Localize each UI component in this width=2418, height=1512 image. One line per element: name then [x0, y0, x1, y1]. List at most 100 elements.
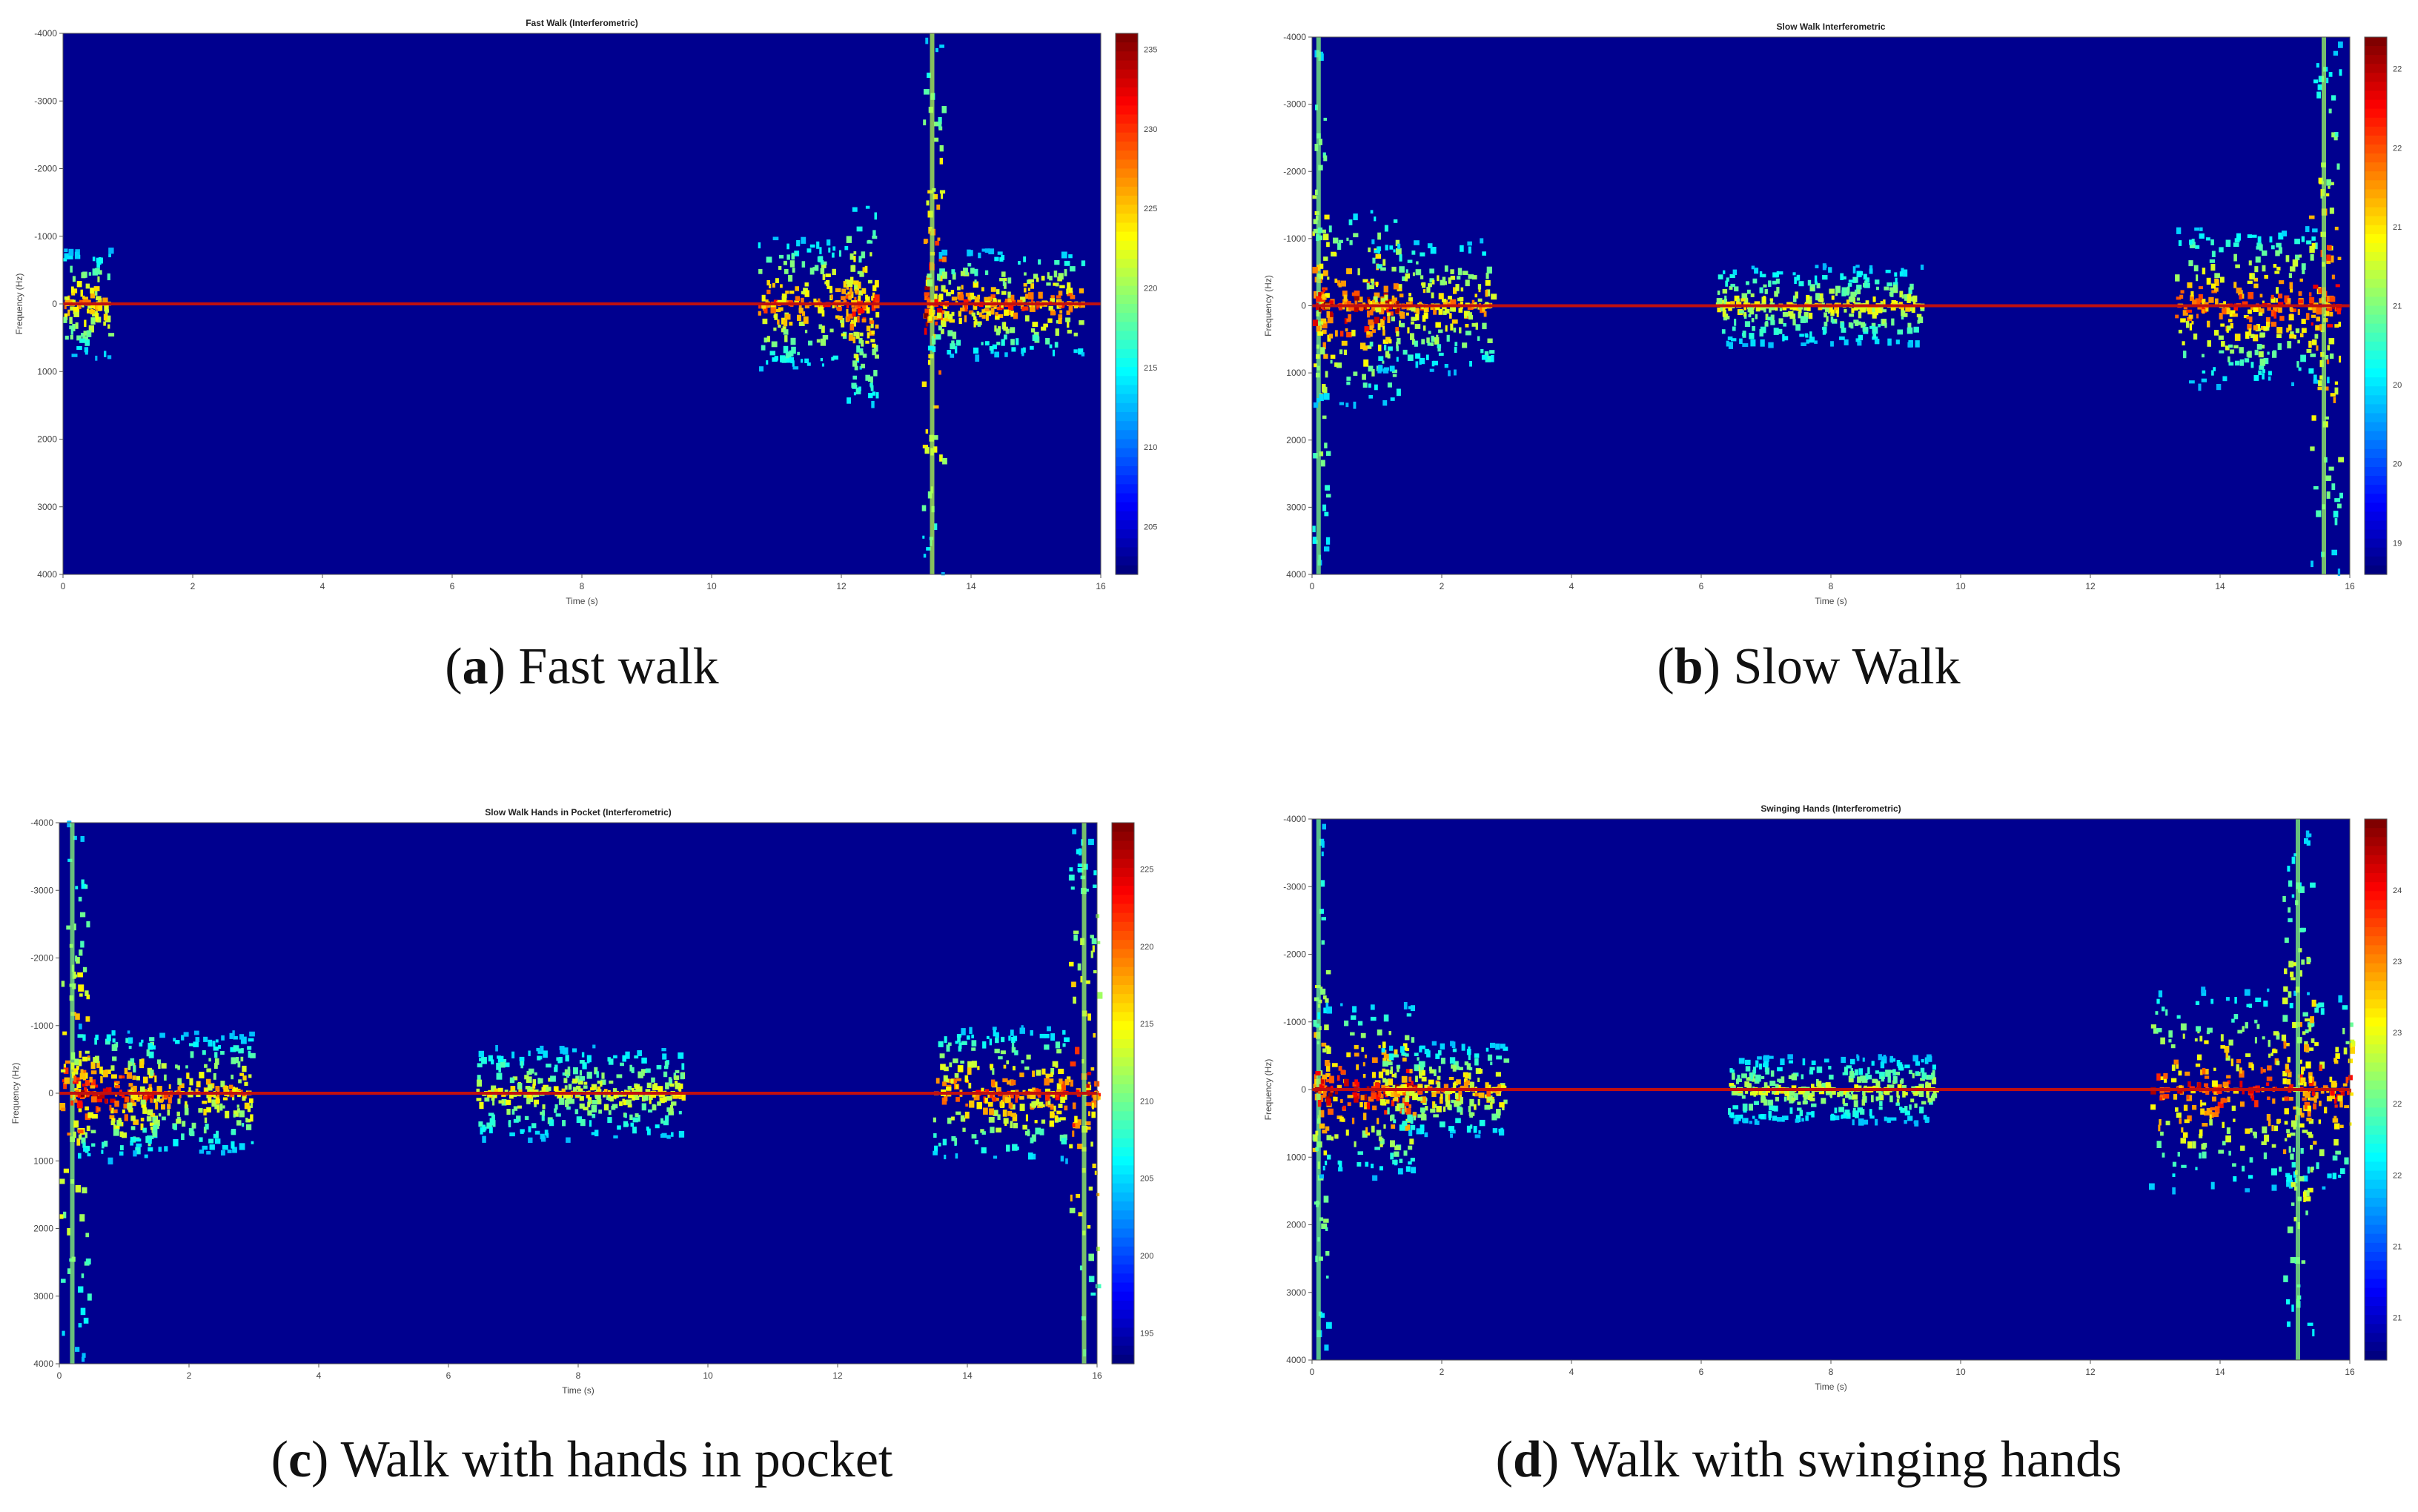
heat-cell	[1744, 1089, 1749, 1094]
heat-cell	[1466, 1125, 1471, 1133]
caption-a: (a) Fast walk	[445, 638, 719, 695]
heat-cell	[1842, 276, 1846, 280]
heat-cell	[1401, 1108, 1405, 1115]
heat-cell	[2172, 1173, 2176, 1177]
heat-cell	[80, 912, 86, 918]
heat-cell	[2318, 380, 2322, 387]
heat-cell	[1885, 1070, 1891, 1077]
heat-cell	[76, 1081, 82, 1089]
heat-cell	[2180, 1138, 2186, 1144]
heat-cell	[581, 1052, 585, 1058]
x-tick-label: 16	[1092, 1370, 1102, 1381]
heat-cell	[554, 1108, 557, 1113]
heat-cell	[1415, 314, 1420, 321]
heat-cell	[1411, 321, 1414, 325]
heat-cell	[2311, 560, 2313, 568]
heat-cell	[1334, 1134, 1339, 1139]
heat-cell	[1889, 291, 1893, 296]
heat-cell	[1362, 1130, 1368, 1138]
heat-cell	[2205, 237, 2210, 241]
heat-cell	[82, 1356, 85, 1362]
heat-cell	[1399, 1158, 1403, 1164]
heat-cell	[2258, 370, 2262, 375]
heat-cell	[1030, 1094, 1036, 1099]
heat-cell	[764, 307, 768, 314]
heat-cell	[1408, 293, 1411, 297]
heat-cell	[2291, 382, 2294, 386]
heat-cell	[1794, 276, 1797, 284]
heat-cell	[1759, 287, 1763, 294]
heat-cell	[142, 1127, 147, 1133]
colorbar-swatch	[1116, 87, 1138, 97]
heat-cell	[586, 1071, 592, 1079]
heat-cell	[652, 1104, 657, 1111]
heat-cell	[1783, 323, 1786, 327]
heat-cell	[110, 1120, 115, 1126]
heat-cell	[1397, 1090, 1402, 1096]
heat-cell	[1387, 1107, 1390, 1115]
heat-cell	[1450, 1041, 1454, 1047]
x-tick-label: 6	[446, 1370, 451, 1381]
heat-cell	[1354, 1079, 1358, 1085]
heat-cell	[1875, 1097, 1879, 1101]
heat-cell	[2328, 466, 2334, 471]
heat-cell	[967, 250, 973, 256]
heat-cell	[955, 339, 961, 346]
heat-cell	[1348, 314, 1351, 321]
heat-cell	[2263, 1000, 2268, 1007]
heat-cell	[971, 312, 976, 316]
heat-cell	[1469, 1081, 1474, 1090]
heat-cell	[949, 319, 955, 323]
heat-cell	[125, 1096, 130, 1103]
heat-cell	[2228, 1039, 2233, 1046]
heat-cell	[1045, 1101, 1048, 1107]
heat-cell	[168, 1096, 172, 1104]
heat-cell	[2195, 1001, 2200, 1005]
heat-cell	[2302, 1012, 2308, 1017]
heat-cell	[1904, 1064, 1910, 1069]
heat-cell	[2231, 1105, 2236, 1111]
heat-cell	[1396, 300, 1400, 305]
heat-cell	[1371, 1125, 1375, 1133]
heat-cell	[1427, 243, 1433, 248]
heat-cell	[82, 966, 87, 972]
heat-cell	[1423, 308, 1428, 313]
heat-cell	[1826, 316, 1829, 322]
heat-cell	[2189, 323, 2193, 331]
heat-cell	[1806, 305, 1811, 311]
heat-cell	[64, 253, 70, 259]
heat-cell	[1462, 271, 1468, 275]
heat-cell	[939, 157, 943, 165]
heat-cell	[853, 251, 857, 255]
heat-cell	[1312, 537, 1316, 544]
colorbar-swatch	[2365, 386, 2387, 396]
heat-cell	[130, 1087, 135, 1091]
heat-cell	[1399, 266, 1405, 273]
heat-cell	[2262, 265, 2266, 272]
heat-cell	[1374, 250, 1378, 253]
heat-cell	[2293, 334, 2296, 339]
heat-cell	[934, 294, 938, 299]
heat-cell	[971, 1040, 977, 1047]
heat-cell	[854, 289, 858, 294]
heat-cell	[1755, 305, 1760, 312]
heat-cell	[981, 1147, 987, 1154]
heat-cell	[1907, 1115, 1913, 1121]
heat-cell	[1841, 1114, 1847, 1119]
heat-cell	[1752, 325, 1755, 331]
heat-cell	[1436, 334, 1439, 340]
heat-cell	[1330, 354, 1336, 359]
heat-cell	[1379, 311, 1384, 315]
y-tick-label: -1000	[30, 1021, 53, 1031]
heat-cell	[209, 1144, 215, 1150]
heat-cell	[1446, 334, 1450, 342]
colorbar-swatch	[1112, 1345, 1134, 1356]
heat-cell	[124, 1067, 128, 1074]
heat-cell	[1723, 299, 1727, 302]
heat-cell	[1046, 282, 1051, 286]
heat-cell	[1391, 316, 1395, 322]
heat-cell	[1749, 1121, 1752, 1124]
heat-cell	[873, 345, 878, 352]
heat-cell	[62, 1031, 67, 1035]
heat-cell	[1010, 1121, 1013, 1129]
